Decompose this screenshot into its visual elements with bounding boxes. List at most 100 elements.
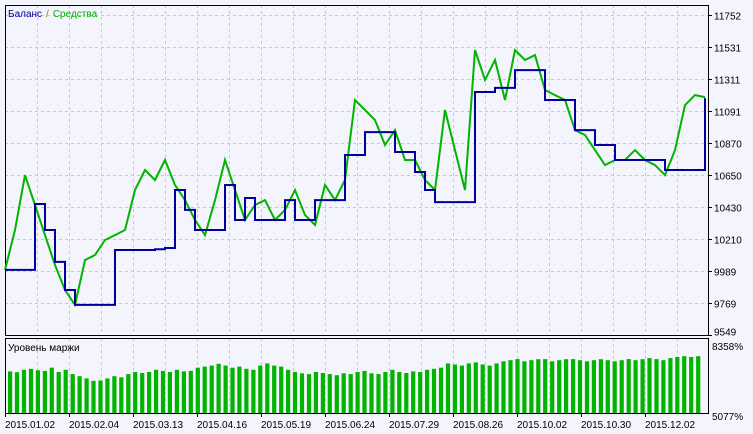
y-tick-label: 10870 — [714, 140, 742, 151]
margin-bar — [404, 373, 409, 413]
margin-bar — [202, 366, 207, 413]
margin-bar — [63, 369, 68, 413]
margin-bar — [230, 367, 235, 413]
margin-bar — [501, 361, 506, 413]
margin-bar — [571, 359, 576, 413]
margin-bar — [174, 369, 179, 413]
margin-bar — [341, 373, 346, 413]
margin-bar — [306, 374, 312, 413]
margin-bar — [675, 357, 680, 413]
margin-bar — [397, 372, 402, 413]
x-tick-label: 2015.02.04 — [69, 420, 119, 431]
margin-bar — [591, 360, 596, 413]
margin-bar — [348, 374, 353, 413]
margin-bar — [459, 365, 464, 413]
margin-bar — [376, 374, 381, 413]
equity-line — [4, 47, 706, 308]
balance-line — [5, 69, 706, 306]
margin-bar — [536, 359, 541, 413]
margin-bar — [112, 376, 117, 413]
margin-bar — [626, 359, 631, 413]
margin-bar — [647, 358, 652, 413]
margin-bar — [487, 365, 492, 413]
margin-bar — [543, 359, 548, 413]
margin-bar — [327, 374, 332, 413]
margin-bar — [70, 374, 75, 413]
margin-bar — [279, 366, 284, 413]
margin-bar — [508, 360, 513, 413]
margin-bar — [584, 361, 590, 413]
x-tick-label: 2015.10.30 — [581, 420, 631, 431]
y-tick-label: 10650 — [714, 172, 742, 183]
margin-bar — [272, 365, 277, 413]
margin-bar — [299, 373, 305, 413]
margin-bar — [577, 360, 583, 413]
margin-bar — [390, 369, 395, 413]
margin-bar — [105, 378, 110, 413]
margin-bar — [515, 359, 520, 413]
margin-bar — [14, 372, 20, 413]
margin-bar — [598, 359, 603, 413]
margin-bar — [355, 372, 360, 413]
margin-y-tick-top: 8358% — [712, 342, 743, 353]
margin-bar — [640, 359, 645, 413]
margin-bar — [181, 371, 186, 413]
main-plot-frame — [5, 5, 709, 336]
margin-bar — [237, 366, 242, 413]
y-tick-label: 11091 — [714, 108, 742, 119]
margin-bar — [251, 369, 256, 413]
margin-bar — [550, 361, 555, 413]
margin-bar — [167, 372, 172, 413]
margin-bar — [98, 380, 103, 413]
margin-bar — [494, 363, 499, 413]
legend-equity: Средства — [53, 9, 98, 20]
margin-bar — [438, 367, 444, 413]
margin-bar — [140, 373, 145, 413]
margin-bar — [682, 356, 687, 413]
margin-bar — [154, 369, 159, 413]
x-tick-label: 2015.12.02 — [645, 420, 695, 431]
y-tick-label: 9989 — [714, 268, 737, 279]
margin-bar — [77, 376, 82, 413]
margin-bar — [21, 369, 27, 413]
margin-bar — [522, 361, 527, 413]
margin-bar — [383, 372, 388, 413]
margin-bar — [209, 365, 214, 413]
margin-bar — [466, 363, 471, 413]
x-tick-label: 2015.01.02 — [5, 420, 55, 431]
axes: 11752 11531 11311 11091 10870 10650 10430 10210… — [5, 12, 743, 431]
y-tick-label: 9769 — [714, 300, 737, 311]
margin-bar — [668, 358, 673, 413]
margin-bar — [258, 365, 263, 413]
margin-bar — [369, 373, 374, 413]
margin-bar — [56, 372, 61, 413]
margin-bar — [133, 372, 138, 413]
margin-bar — [418, 372, 423, 413]
margin-plot-frame — [5, 338, 709, 414]
x-tick-label: 2015.06.24 — [325, 420, 375, 431]
margin-bar — [619, 360, 624, 413]
margin-bar — [564, 359, 569, 413]
margin-bar — [28, 368, 34, 413]
margin-bar — [557, 360, 562, 413]
margin-bar — [49, 367, 54, 413]
margin-bar — [35, 370, 40, 413]
margin-bar — [362, 370, 367, 413]
y-tick-label: 10430 — [714, 204, 742, 215]
margin-bar — [91, 380, 96, 413]
margin-bar — [286, 369, 291, 413]
margin-title: Уровень маржи — [8, 343, 80, 354]
margin-bar — [84, 378, 89, 413]
margin-bar — [452, 364, 457, 413]
margin-bar — [431, 368, 437, 413]
margin-bar — [126, 374, 131, 413]
margin-bar — [612, 361, 617, 413]
x-tick-label: 2015.07.29 — [389, 420, 439, 431]
margin-bar — [633, 360, 638, 413]
margin-bar — [160, 370, 166, 413]
legend-separator: / — [46, 9, 49, 20]
margin-bar — [605, 360, 610, 413]
legend-balance: Баланс — [8, 9, 42, 20]
y-tick-label: 11311 — [714, 76, 741, 87]
